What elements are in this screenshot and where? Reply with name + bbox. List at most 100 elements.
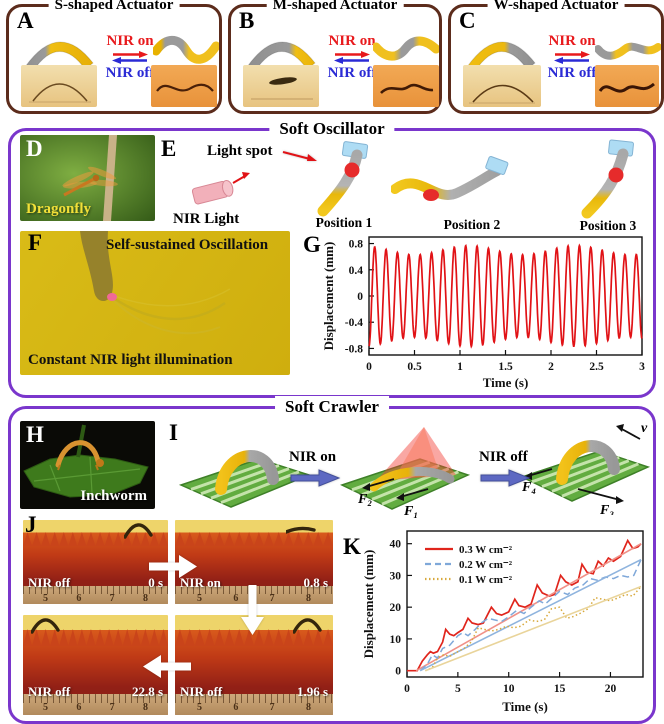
- panel-i-label: I: [169, 420, 178, 445]
- svg-text:Time (s): Time (s): [483, 375, 529, 390]
- panel-g-label: G: [303, 232, 321, 257]
- panel-f-label: F: [28, 231, 43, 255]
- nir-off-label: NIR off: [327, 65, 377, 81]
- dragonfly-illustration: [20, 135, 155, 221]
- sequence-right-arrow-icon: [149, 555, 197, 578]
- dragonfly-icon: [62, 166, 118, 197]
- frame-time-label: 0.8 s: [303, 575, 328, 591]
- oscillator-position-1-schematic: [317, 141, 369, 217]
- photo-s-actuator-nir-on: [151, 65, 217, 107]
- panel-k-label: K: [343, 534, 361, 559]
- frame-time-label: 0 s: [148, 575, 163, 591]
- w-actuator-schematic-deformed: [595, 42, 661, 60]
- blue-right-arrow-icon: [480, 469, 531, 487]
- panel-b-m-shaped-actuator: M-shaped Actuator B NIR on NIR off: [228, 0, 442, 114]
- svg-text:0.5: 0.5: [407, 361, 422, 373]
- svg-text:Displacement (mm): Displacement (mm): [321, 242, 336, 351]
- svg-text:0: 0: [366, 361, 372, 373]
- nir-status-label: NIR off: [180, 684, 223, 699]
- panel-h-label: H: [26, 422, 44, 447]
- nir-toggle-arrows-icon: [112, 51, 148, 64]
- svg-text:1: 1: [457, 361, 463, 373]
- photo-s-actuator-nir-off: [21, 65, 97, 107]
- soft-oscillator-title: Soft Oscillator: [269, 118, 395, 140]
- illumination-footnote: Constant NIR light illumination: [28, 352, 233, 368]
- crawler-actuator-icon: [31, 618, 60, 634]
- oscillation-displacement-chart: 0 0.5 1 1.5 2 2.5 3 0.8 0.4 0 -0.4 -0.8 Time (s) Disp…: [321, 236, 645, 390]
- svg-text:2.5: 2.5: [589, 361, 604, 373]
- laser-spot-icon: [107, 293, 117, 301]
- nir-status-label: NIR off: [28, 575, 71, 591]
- arch-actuator: [556, 440, 620, 485]
- svg-text:40: 40: [390, 539, 402, 551]
- svg-text:2: 2: [548, 361, 554, 373]
- soft-crawler-section: Soft Crawler H Inchworm I: [8, 396, 656, 724]
- panel-b-label: B: [239, 8, 255, 33]
- svg-text:10: 10: [390, 634, 402, 646]
- svg-text:0: 0: [357, 291, 363, 303]
- sawtooth-surface: [23, 629, 168, 646]
- nir-on-label: NIR on: [328, 33, 376, 49]
- panel-a-label: A: [17, 8, 34, 33]
- light-spot-icon: [423, 189, 439, 201]
- crawler-actuator-icon: [292, 618, 322, 634]
- nir-toggle-arrows-icon: [334, 51, 370, 64]
- nir-status-label: NIR on: [180, 575, 221, 591]
- svg-text:0.3 W cm⁻²: 0.3 W cm⁻²: [459, 544, 513, 556]
- sawtooth-surface: [23, 531, 168, 547]
- force-f4-label: F₄: [521, 480, 536, 495]
- dragonfly-caption: Dragonfly: [26, 201, 91, 217]
- frame-time-label: 22.8 s: [131, 684, 163, 699]
- svg-text:3: 3: [639, 361, 645, 373]
- photo-w-actuator-nir-on: [595, 65, 659, 107]
- svg-text:20: 20: [605, 683, 617, 695]
- svg-text:0.4: 0.4: [349, 265, 364, 277]
- photo-m-actuator-nir-on: [373, 65, 439, 107]
- panel-a-s-shaped-actuator: S-shaped Actuator A NIR on NIR off: [6, 0, 222, 114]
- svg-text:0.8: 0.8: [349, 239, 364, 251]
- photo-inchworm: H Inchworm: [20, 421, 155, 509]
- m-actuator-schematic-deformed: [373, 36, 439, 61]
- photo-m-actuator-nir-off: [243, 65, 319, 107]
- force-f3-label: F₃: [599, 503, 614, 515]
- oscillation-heading: Self-sustained Oscillation: [106, 237, 269, 253]
- arch-actuator: [215, 450, 279, 495]
- panel-a-title: S-shaped Actuator: [48, 0, 180, 15]
- svg-text:-0.4: -0.4: [345, 317, 363, 329]
- nir-off-label: NIR off: [547, 65, 597, 81]
- light-spot-icon: [344, 162, 360, 178]
- nir-off-label: NIR off: [105, 65, 155, 81]
- nir-on-label: NIR on: [106, 33, 154, 49]
- s-actuator-schematic-deformed: [153, 35, 219, 64]
- panel-b-nir-switch: NIR on NIR off: [319, 33, 385, 82]
- svg-text:15: 15: [554, 683, 566, 695]
- svg-text:-0.8: -0.8: [345, 343, 363, 355]
- force-f2-label: F₂: [357, 492, 372, 507]
- velocity-label: v: [641, 421, 648, 436]
- svg-text:0.1 W cm⁻²: 0.1 W cm⁻²: [459, 574, 513, 586]
- svg-text:0.2 W cm⁻²: 0.2 W cm⁻²: [459, 559, 513, 571]
- oscillation-photo-illustration: [80, 231, 231, 335]
- svg-text:0: 0: [404, 683, 410, 695]
- panel-a-nir-switch: NIR on NIR off: [97, 33, 163, 82]
- inchworm-caption: Inchworm: [80, 488, 147, 504]
- ratchet-platform: [520, 450, 651, 502]
- crawler-actuator-icon: [124, 522, 153, 539]
- panel-b-title: M-shaped Actuator: [266, 0, 404, 15]
- nir-on-label: NIR on: [289, 449, 337, 465]
- sequence-left-arrow-icon: [143, 655, 191, 678]
- nir-off-label: NIR off: [479, 449, 528, 465]
- blue-right-arrow-icon: [290, 469, 341, 487]
- oscillator-position-3-schematic: [581, 139, 634, 219]
- sequence-down-arrow-icon: [241, 585, 264, 635]
- sawtooth-surface: [175, 629, 333, 646]
- panel-c-label: C: [459, 8, 476, 33]
- panel-c-title: W-shaped Actuator: [487, 0, 625, 15]
- svg-text:1.5: 1.5: [498, 361, 513, 373]
- inchworm-illustration: [23, 424, 149, 498]
- inchworm-icon: [55, 440, 104, 471]
